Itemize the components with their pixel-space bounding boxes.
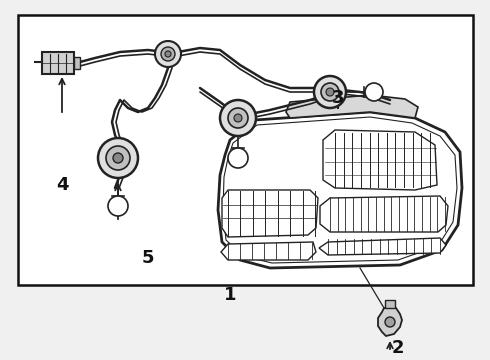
Circle shape xyxy=(314,76,346,108)
Polygon shape xyxy=(323,130,437,190)
Text: 1: 1 xyxy=(224,286,236,304)
FancyBboxPatch shape xyxy=(74,57,80,69)
Circle shape xyxy=(326,88,334,96)
Polygon shape xyxy=(221,242,316,260)
Circle shape xyxy=(155,41,181,67)
Circle shape xyxy=(321,83,339,101)
Text: 2: 2 xyxy=(392,339,404,357)
Circle shape xyxy=(161,47,175,61)
Polygon shape xyxy=(320,196,448,232)
Circle shape xyxy=(234,114,242,122)
Circle shape xyxy=(220,100,256,136)
Circle shape xyxy=(106,146,130,170)
Circle shape xyxy=(228,108,248,128)
Bar xyxy=(18,15,473,285)
Circle shape xyxy=(365,83,383,101)
Circle shape xyxy=(228,148,248,168)
Polygon shape xyxy=(218,112,462,268)
Circle shape xyxy=(385,317,395,327)
Text: 5: 5 xyxy=(142,249,154,267)
Circle shape xyxy=(165,51,171,57)
FancyBboxPatch shape xyxy=(385,300,395,308)
Text: 3: 3 xyxy=(332,89,344,107)
FancyBboxPatch shape xyxy=(42,52,74,74)
Polygon shape xyxy=(286,95,418,118)
Circle shape xyxy=(98,138,138,178)
Polygon shape xyxy=(378,308,402,336)
Polygon shape xyxy=(319,238,446,255)
Polygon shape xyxy=(222,190,318,237)
Circle shape xyxy=(113,153,123,163)
Text: 4: 4 xyxy=(56,176,68,194)
Circle shape xyxy=(108,196,128,216)
